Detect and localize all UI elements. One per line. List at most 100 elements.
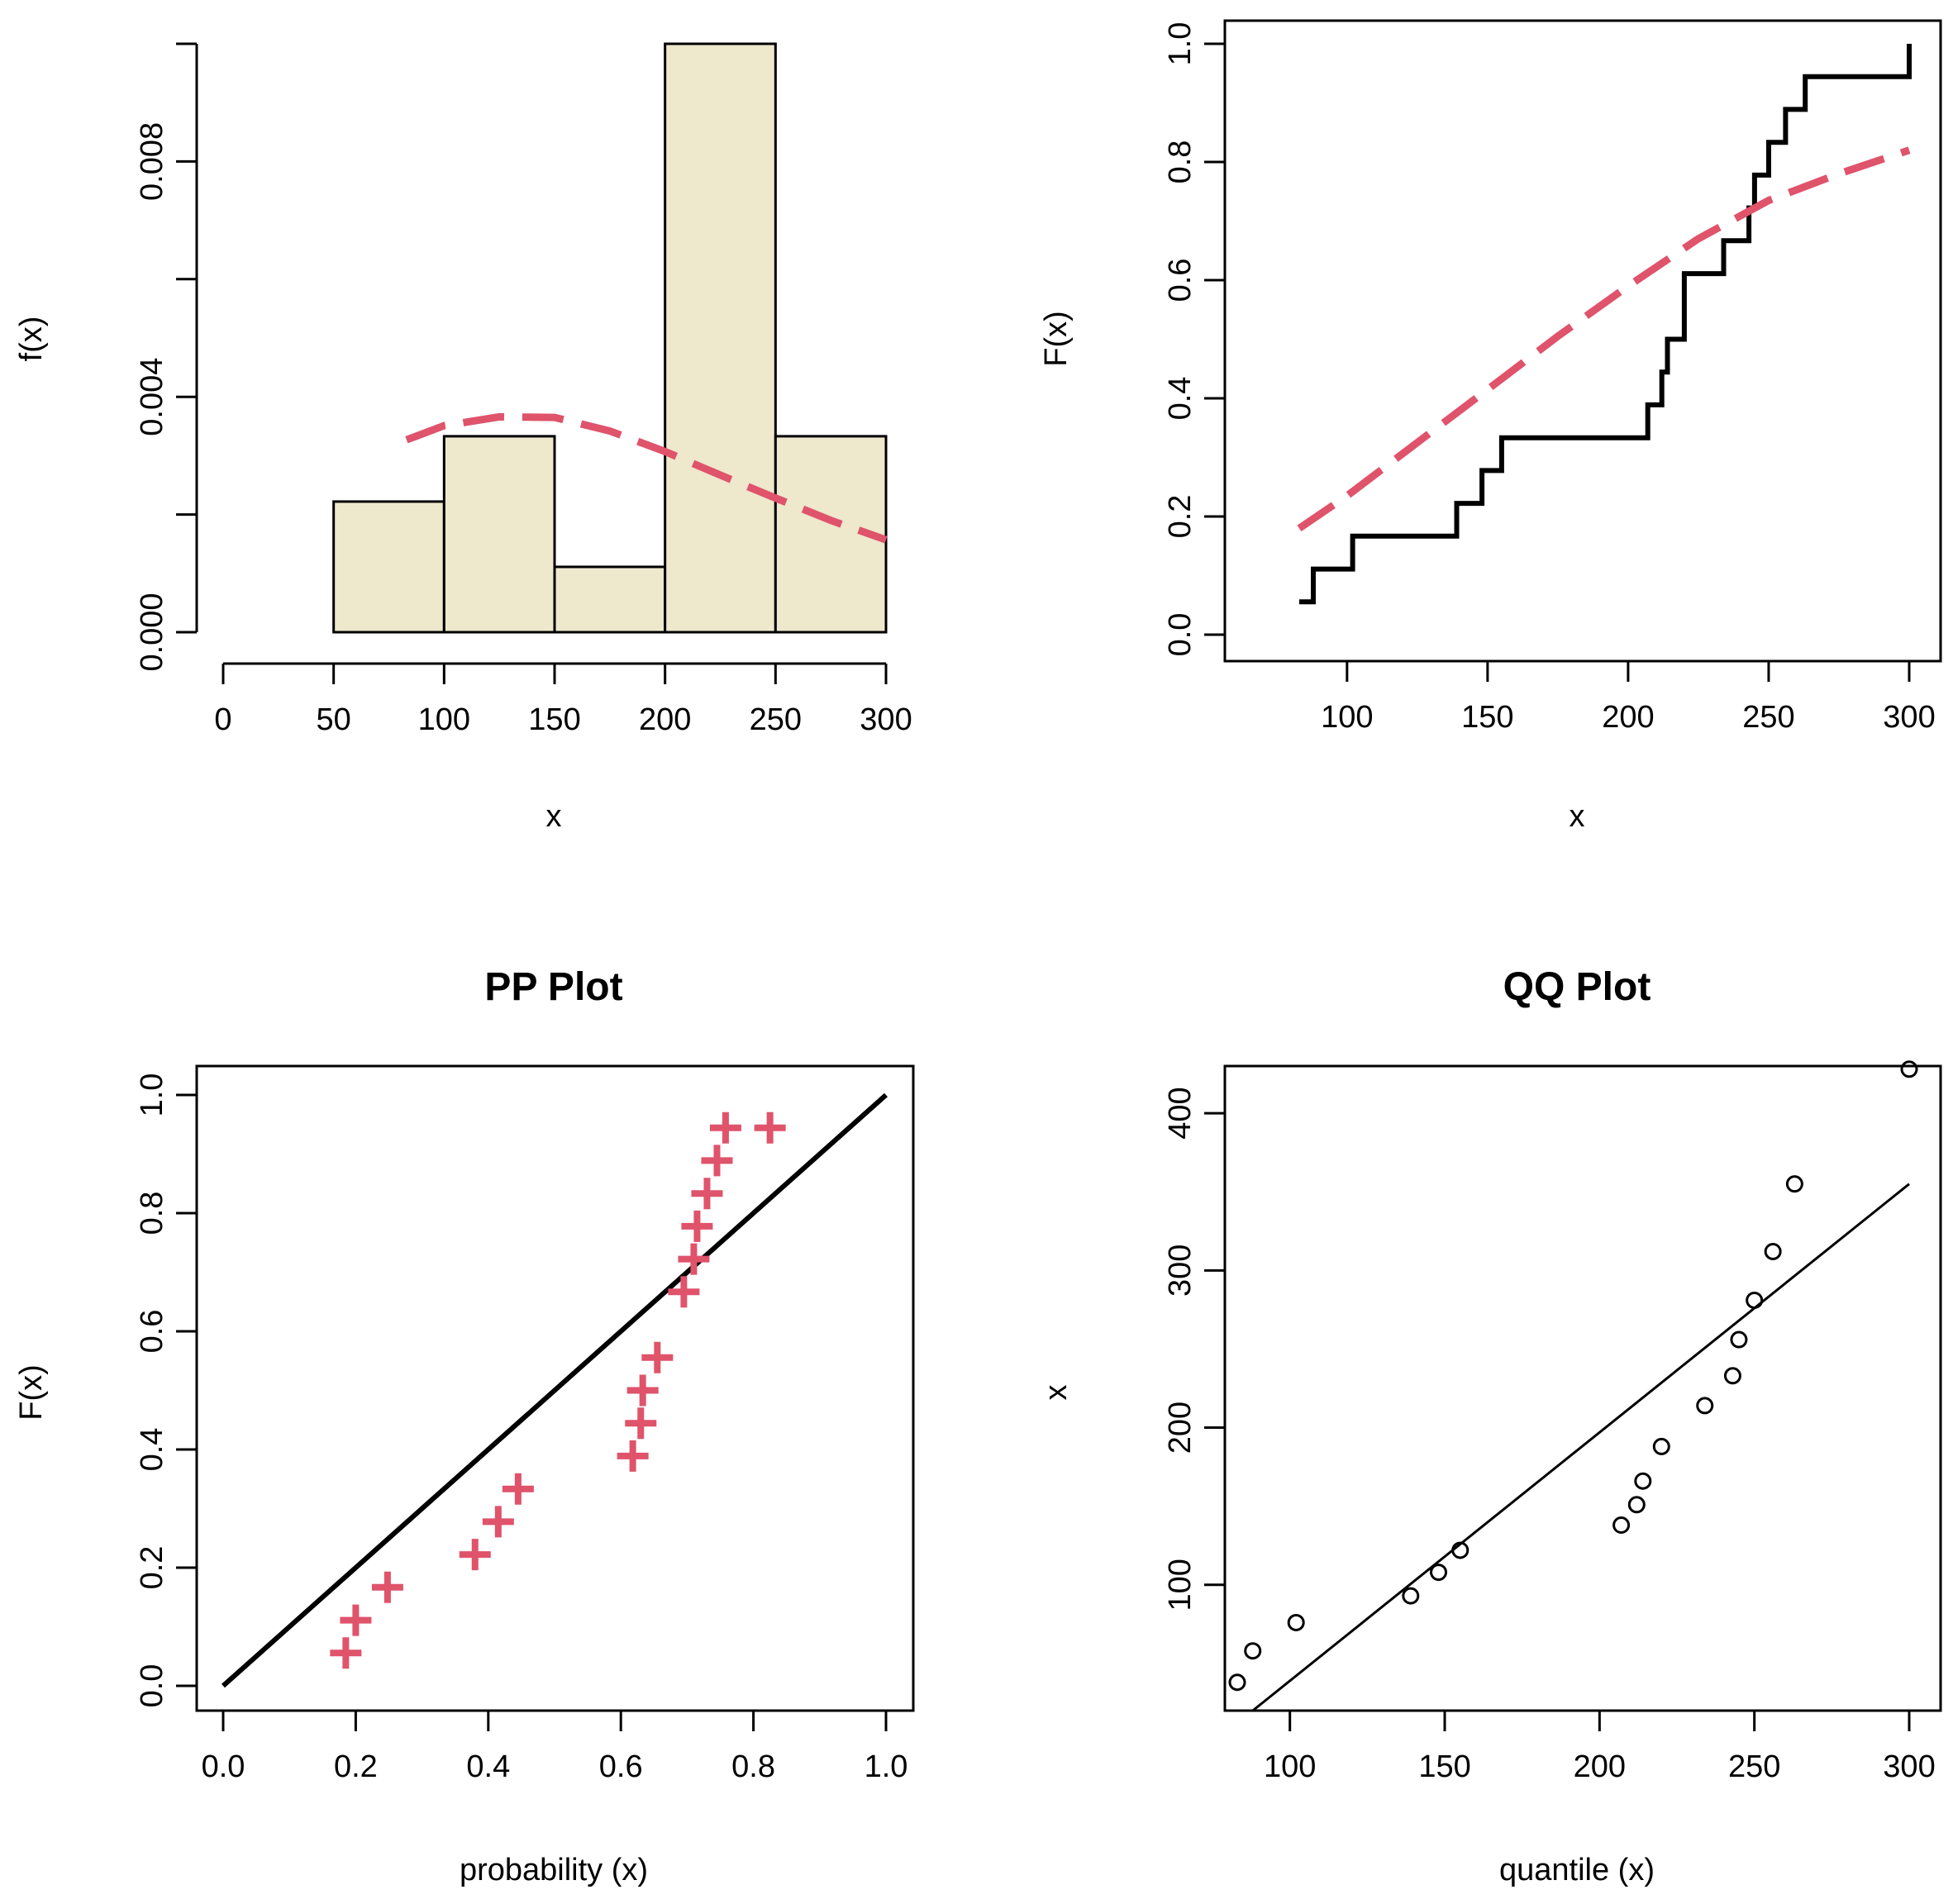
y-tick-label: 0.8	[135, 1192, 169, 1235]
y-tick-label: 0.004	[135, 358, 169, 436]
qq-point	[1451, 1541, 1470, 1559]
histogram-plot-area: 0 50 100 150 200 250 300 0.000 0.004 0.008	[135, 42, 912, 737]
x-tick-label: 0.0	[202, 1749, 245, 1784]
pp-x-axis-label: probability (x)	[460, 1853, 648, 1887]
x-tick-label: 0.6	[599, 1749, 643, 1784]
empirical-cdf-step	[1299, 44, 1912, 605]
cdf-plot-area: 100 150 200 250 300 0.0 0.2 0.4 0.6 0.8 1.0	[1163, 19, 1942, 735]
x-tick-label: 150	[1461, 700, 1513, 735]
x-tick-label: 150	[1418, 1749, 1470, 1784]
histogram-bar	[664, 42, 777, 634]
y-tick-label: 0.4	[135, 1428, 169, 1472]
x-tick-label: 150	[528, 702, 580, 737]
qq-point	[1723, 1367, 1741, 1385]
x-tick-label: 200	[1602, 700, 1654, 735]
density-histogram-panel: 0 50 100 150 200 250 300 0.000 0.004 0.008 x f(x)	[14, 42, 912, 834]
x-tick-label: 50	[317, 702, 351, 737]
x-tick-label: 100	[418, 702, 470, 737]
x-tick-label: 1.0	[865, 1749, 908, 1784]
y-tick-label: 100	[1163, 1559, 1198, 1611]
pp-point	[330, 1637, 362, 1669]
y-tick-label: 400	[1163, 1087, 1198, 1139]
qq-plot-area: 100 150 200 250 300 100 200 300 400	[1163, 1060, 1942, 1784]
pp-point	[371, 1571, 403, 1603]
y-tick-label: 0.8	[1163, 140, 1198, 184]
plot-frame	[195, 1064, 915, 1712]
x-tick-label: 250	[1742, 700, 1794, 735]
y-tick-label: 300	[1163, 1245, 1198, 1297]
qq-point	[1228, 1673, 1246, 1692]
pp-point	[681, 1210, 713, 1242]
qq-x-axis-label: quantile (x)	[1499, 1853, 1655, 1887]
x-tick-label: 200	[1574, 1749, 1626, 1784]
x-tick-label: 100	[1264, 1749, 1316, 1784]
cdf-x-axis-label: x	[1570, 799, 1585, 834]
qq-point	[1287, 1613, 1305, 1631]
pp-point	[459, 1539, 491, 1571]
x-tick-label: 0.8	[731, 1749, 775, 1784]
qq-point	[1785, 1175, 1803, 1193]
qq-point	[1746, 1291, 1764, 1309]
pp-point	[678, 1243, 710, 1275]
qq-plot-title: QQ Plot	[1503, 965, 1651, 1009]
y-tick-label: 0.6	[1163, 259, 1198, 302]
x-tick-label: 300	[1883, 1749, 1935, 1784]
qq-point	[1402, 1587, 1420, 1605]
pp-point	[626, 1374, 659, 1407]
y-tick-label: 0.6	[135, 1310, 169, 1354]
histogram-bar	[332, 500, 445, 634]
x-tick-label: 250	[1728, 1749, 1780, 1784]
pp-point	[709, 1111, 741, 1144]
histogram-bar	[553, 565, 667, 634]
pp-reference-line	[221, 1092, 888, 1688]
x-tick-label: 300	[860, 702, 912, 737]
x-tick-label: 0.2	[334, 1749, 378, 1784]
y-tick-label: 1.0	[1163, 22, 1198, 66]
pp-point	[617, 1440, 649, 1472]
histogram-bar	[442, 435, 556, 634]
qq-point	[1900, 1060, 1918, 1078]
y-tick-label: 0.0	[135, 1664, 169, 1708]
qq-point	[1696, 1397, 1714, 1415]
qq-reference-line	[1251, 1183, 1910, 1712]
pp-point	[641, 1341, 674, 1373]
pp-point	[482, 1506, 514, 1538]
pp-y-axis-label: F(x)	[14, 1364, 49, 1421]
fitted-cdf-curve	[1297, 146, 1911, 532]
x-tick-label: 200	[639, 702, 691, 737]
qq-point	[1244, 1642, 1262, 1660]
pp-plot-panel: PP Plot 0.0 0.2 0.4 0.6 0.8 1.00.00.20.40.60.…	[14, 965, 915, 1887]
qq-point	[1627, 1496, 1646, 1514]
y-tick-label: 200	[1163, 1402, 1198, 1454]
y-tick-label: 0.008	[135, 122, 169, 201]
x-tick-label: 250	[750, 702, 802, 737]
pp-point	[701, 1145, 733, 1177]
qq-point	[1430, 1564, 1448, 1582]
qq-point	[1730, 1330, 1748, 1349]
qq-point	[1634, 1472, 1652, 1490]
histogram-x-axis-label: x	[546, 799, 562, 834]
qq-plot-panel: QQ Plot 100 150 200 250 300 100 200 300 400 quan…	[1039, 965, 1942, 1887]
pp-plot-area: 0.0 0.2 0.4 0.6 0.8 1.0 0.0 0.2 0.4 0.6 0.8 1.0	[135, 1064, 915, 1784]
fitted-density-curve	[405, 412, 888, 544]
qq-y-axis-label: x	[1039, 1385, 1074, 1401]
x-tick-label: 300	[1883, 700, 1935, 735]
x-tick-label: 0	[214, 702, 231, 737]
pp-point	[754, 1111, 786, 1144]
histogram-y-axis-label: f(x)	[14, 317, 49, 362]
plot-frame	[1223, 1064, 1942, 1712]
cdf-panel: 100 150 200 250 300 0.0 0.2 0.4 0.6 0.8 1.0 x F(x)	[1039, 19, 1942, 834]
plot-frame	[1223, 19, 1942, 663]
y-tick-label: 0.0	[1163, 613, 1198, 657]
pp-point	[625, 1407, 657, 1440]
x-tick-label: 100	[1321, 700, 1373, 735]
y-tick-label: 0.2	[135, 1546, 169, 1590]
x-tick-label: 0.4	[466, 1749, 510, 1784]
qq-point	[1652, 1437, 1670, 1455]
pp-point	[340, 1604, 372, 1636]
y-tick-label: 0.000	[135, 593, 169, 671]
qq-point	[1612, 1516, 1631, 1535]
y-tick-label: 0.2	[1163, 495, 1198, 539]
y-tick-label: 0.4	[1163, 377, 1198, 421]
